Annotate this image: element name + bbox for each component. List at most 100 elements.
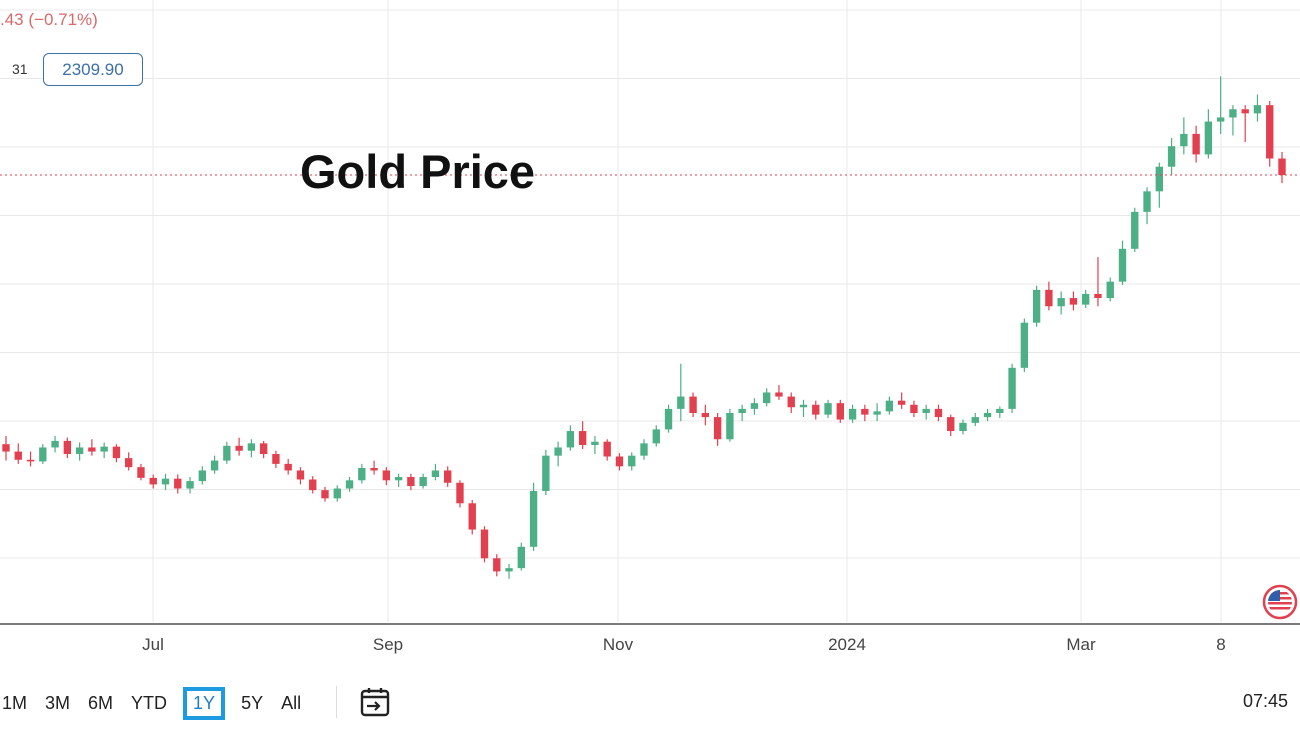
candle xyxy=(100,442,108,459)
range-button-1m[interactable]: 1M xyxy=(2,692,28,713)
candle-body-up xyxy=(358,467,366,481)
candle-body-down xyxy=(947,417,955,432)
candle xyxy=(1155,162,1163,208)
range-selector: 1M 3M 6M YTD 1Y 5Y All xyxy=(0,683,317,723)
candle-body-down xyxy=(26,459,35,462)
candle-body-down xyxy=(689,396,697,413)
candle-body-up xyxy=(652,429,660,444)
us-flag-icon[interactable] xyxy=(1262,584,1298,620)
candle-body-down xyxy=(1266,105,1274,159)
candle xyxy=(370,460,378,475)
candle xyxy=(628,452,636,471)
candle-body-down xyxy=(701,412,710,418)
candle xyxy=(983,408,992,422)
range-button-6m[interactable]: 6M xyxy=(88,692,114,713)
candle-body-down xyxy=(309,479,317,491)
candle xyxy=(578,421,587,450)
toolbar-divider xyxy=(336,686,337,718)
candle-body-down xyxy=(713,417,722,440)
candle xyxy=(824,399,832,418)
calendar-arrow-icon[interactable] xyxy=(358,685,392,719)
candle xyxy=(689,392,697,418)
candle-body-down xyxy=(284,463,292,471)
candle-body-up xyxy=(959,422,967,432)
candle-body-down xyxy=(910,404,918,413)
candle-body-up xyxy=(1032,289,1041,323)
candle xyxy=(664,404,673,433)
candle xyxy=(1229,105,1237,136)
candle-body-up xyxy=(198,470,206,482)
chart-title: Gold Price xyxy=(300,145,536,198)
candle-body-up xyxy=(726,412,734,440)
candle-body-down xyxy=(1192,133,1200,155)
candle xyxy=(1008,363,1016,413)
candle-body-down xyxy=(259,443,268,455)
candle-body-down xyxy=(775,392,783,397)
candle xyxy=(198,466,206,485)
candle-body-up xyxy=(419,477,427,487)
candle-body-down xyxy=(493,558,501,572)
candle xyxy=(14,443,22,464)
candle xyxy=(186,477,194,494)
candle-body-up xyxy=(1155,166,1163,192)
candle-body-up xyxy=(1008,367,1016,409)
candle-body-up xyxy=(848,408,857,420)
candle-body-up xyxy=(345,480,354,489)
candle-body-up xyxy=(247,443,256,451)
candle-body-up xyxy=(1204,121,1213,155)
range-button-3m[interactable]: 3M xyxy=(45,692,71,713)
candle xyxy=(63,437,72,459)
candle-body-up xyxy=(738,408,746,413)
candle-body-up xyxy=(566,431,575,448)
candle xyxy=(1167,137,1176,175)
candle xyxy=(480,526,489,563)
candle xyxy=(971,412,979,427)
candle xyxy=(26,451,35,467)
candle xyxy=(296,467,305,485)
candle-body-up xyxy=(971,417,979,423)
candle xyxy=(137,463,145,481)
candle xyxy=(174,474,182,494)
candle-body-down xyxy=(1094,293,1102,299)
candle-body-up xyxy=(186,481,194,489)
candle-body-up xyxy=(1253,105,1262,114)
range-button-5y[interactable]: 5Y xyxy=(241,692,264,713)
candle xyxy=(161,473,170,491)
x-axis-line xyxy=(0,623,1300,625)
range-button-all[interactable]: All xyxy=(281,692,302,713)
candle xyxy=(836,399,844,423)
candle xyxy=(542,449,550,496)
candle-body-up xyxy=(1229,109,1237,118)
candle-body-down xyxy=(836,403,844,420)
candle xyxy=(88,439,96,456)
candle-body-down xyxy=(174,478,182,489)
ohlc-label: 31 xyxy=(12,61,28,77)
candle-body-down xyxy=(88,447,96,452)
candle xyxy=(1143,187,1151,225)
candle xyxy=(910,400,918,418)
x-tick-label: 8 xyxy=(1216,635,1226,654)
candle xyxy=(640,439,648,460)
candle xyxy=(763,388,771,407)
candle-body-up xyxy=(640,443,648,456)
candle xyxy=(1278,151,1286,184)
candle xyxy=(922,404,930,420)
candle-body-down xyxy=(480,529,489,559)
candle-body-up xyxy=(51,440,59,448)
candle-body-down xyxy=(1241,109,1249,114)
candle-body-up xyxy=(529,490,538,547)
candle xyxy=(554,441,562,467)
candle-body-up xyxy=(1180,133,1188,147)
candle-body-up xyxy=(39,447,47,462)
candle-body-up xyxy=(763,392,771,404)
candle-body-down xyxy=(321,490,329,499)
candle xyxy=(1253,94,1262,122)
candle-body-down xyxy=(1069,298,1078,305)
range-button-ytd[interactable]: YTD xyxy=(131,692,168,713)
candle xyxy=(358,463,366,484)
candle xyxy=(873,403,881,422)
candle xyxy=(75,442,84,461)
range-button-1y[interactable]: 1Y xyxy=(183,686,226,720)
candle-body-down xyxy=(2,444,10,452)
candle xyxy=(1131,207,1139,253)
